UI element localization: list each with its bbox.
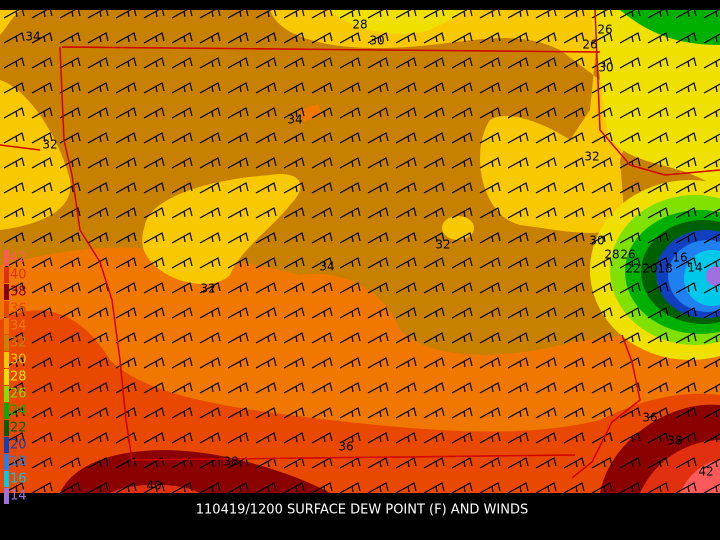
contour-label: 42 <box>698 465 713 479</box>
legend: 42 40 38 36 34 32 30 28 26 24 22 20 18 16 14 <box>4 250 27 504</box>
legend-swatch <box>4 471 9 487</box>
state-boundary <box>0 10 720 479</box>
legend-label: 34 <box>10 319 27 334</box>
legend-label: 20 <box>10 438 27 453</box>
legend-label: 36 <box>10 302 27 317</box>
legend-label: 40 <box>10 268 27 283</box>
contour-label: 32 <box>435 238 450 252</box>
legend-swatch <box>4 250 9 266</box>
legend-swatch <box>4 318 9 334</box>
legend-swatch <box>4 335 9 351</box>
legend-swatch <box>4 352 9 368</box>
legend-label: 28 <box>10 370 27 385</box>
legend-swatch <box>4 267 9 283</box>
contour-label: 30 <box>589 234 604 248</box>
fields <box>0 10 720 493</box>
contour-label: 34 <box>287 113 302 127</box>
legend-label: 32 <box>10 336 27 351</box>
contour-label: 34 <box>25 30 40 44</box>
contour-label: 40 <box>146 479 161 493</box>
legend-label: 42 <box>10 251 27 266</box>
legend-swatch <box>4 437 9 453</box>
contour-label: 16 <box>672 251 687 265</box>
contour-label: 22 <box>625 262 640 276</box>
contour-label: 18 <box>657 262 672 276</box>
contour-label: 30 <box>369 34 384 48</box>
contour-label: 26 <box>582 38 597 52</box>
legend-label: 18 <box>10 455 27 470</box>
legend-label: 16 <box>10 472 27 487</box>
wind-barbs <box>0 10 720 493</box>
contour-label: 34 <box>319 260 334 274</box>
contour-label: 36 <box>338 440 353 454</box>
contour-label: 38 <box>667 434 682 448</box>
legend-label: 26 <box>10 387 27 402</box>
legend-swatch <box>4 420 9 436</box>
contour-label: 32 <box>42 138 57 152</box>
legend-swatch <box>4 488 9 504</box>
contour-label: 30 <box>598 61 613 75</box>
contour-label: 28 <box>604 248 619 262</box>
contour-label: 36 <box>642 411 657 425</box>
contour-label: 32 <box>200 282 215 296</box>
contour-label: 28 <box>352 18 367 32</box>
contour-label: 32 <box>584 150 599 164</box>
legend-label: 22 <box>10 421 27 436</box>
legend-swatch <box>4 284 9 300</box>
caption: 110419/1200 SURFACE DEW POINT (F) AND WI… <box>196 503 529 518</box>
contour-label: 38 <box>223 455 238 469</box>
legend-swatch <box>4 301 9 317</box>
contour-label: 26 <box>597 23 612 37</box>
legend-swatch <box>4 369 9 385</box>
legend-swatch <box>4 403 9 419</box>
contour-label: 26 <box>620 248 635 262</box>
legend-label: 14 <box>10 489 27 504</box>
legend-label: 38 <box>10 285 27 300</box>
legend-label: 30 <box>10 353 27 368</box>
legend-swatch <box>4 386 9 402</box>
legend-label: 24 <box>10 404 27 419</box>
contour-label: 20 <box>642 262 657 276</box>
legend-swatch <box>4 454 9 470</box>
contour-label: 14 <box>687 261 702 275</box>
